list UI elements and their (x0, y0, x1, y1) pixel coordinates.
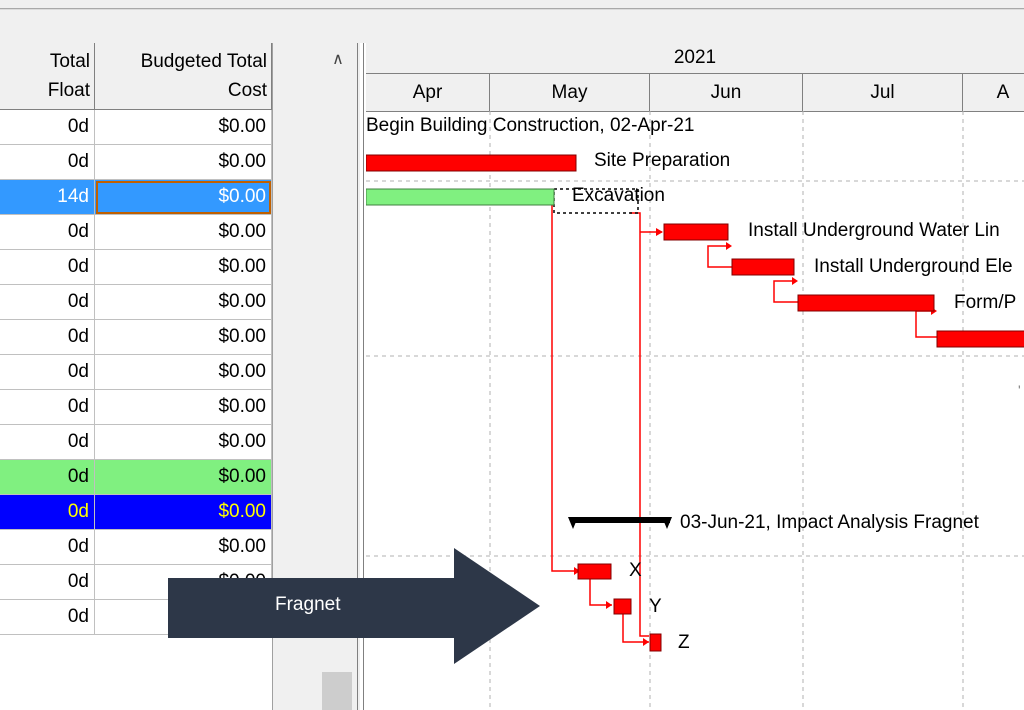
month-apr: Apr (366, 74, 490, 111)
svg-text:': ' (1018, 382, 1021, 398)
total-float-cell[interactable]: 0d (0, 215, 95, 250)
total-float-cell[interactable]: 0d (0, 530, 95, 565)
budgeted-cost-cell[interactable]: $0.00 (95, 110, 272, 145)
gantt-drawing: ' (366, 111, 1024, 710)
header-line2: Cost (227, 80, 267, 101)
header-line2: Float (47, 80, 90, 101)
total-float-cell[interactable]: 0d (0, 250, 95, 285)
total-float-cell[interactable]: 0d (0, 355, 95, 390)
site-preparation-label: Site Preparation (594, 150, 731, 171)
budgeted-cost-cell[interactable]: $0.00 (95, 425, 272, 460)
total-float-cell[interactable]: 0d (0, 425, 95, 460)
budgeted-cost-cell[interactable]: $0.00 (95, 320, 272, 355)
relationship-arrows (574, 228, 937, 646)
budgeted-cost-cell[interactable]: $0.00 (95, 285, 272, 320)
install-electric-label: Install Underground Ele (814, 256, 1013, 277)
toolbar-divider (0, 8, 1024, 9)
install-water-bar (663, 223, 729, 241)
x-bar (577, 563, 612, 580)
pane-divider[interactable] (357, 43, 358, 710)
total-float-cell[interactable]: 0d (0, 390, 95, 425)
month-jun: Jun (650, 74, 803, 111)
timescale-months: Apr May Jun Jul A (366, 74, 1024, 112)
budgeted-cost-cell[interactable]: $0.00 (95, 390, 272, 425)
site-preparation-bar (366, 154, 577, 172)
scrollbar-thumb[interactable] (322, 672, 352, 710)
budgeted-cost-cell[interactable]: $0.00 (95, 250, 272, 285)
fragnet-callout-label: Fragnet (275, 594, 341, 615)
budgeted-cost-cell[interactable]: $0.00 (95, 145, 272, 180)
pane-divider-inner (363, 43, 364, 710)
activity-z-label: Z (678, 632, 690, 653)
form-bar (797, 294, 935, 312)
header-line1: Budgeted Total (140, 51, 267, 72)
total-float-cell[interactable]: 0d (0, 600, 95, 635)
budgeted-cost-cell[interactable]: $0.00 (95, 495, 272, 530)
column-header-budgeted-total-cost[interactable]: Budgeted Total Cost (95, 43, 272, 110)
budgeted-cost-cell[interactable]: $0.00 (95, 355, 272, 390)
gantt-chart[interactable]: 2021 Apr May Jun Jul A (366, 43, 1024, 710)
chevron-up-icon[interactable]: ∧ (332, 51, 344, 68)
fragnet-summary-bar (572, 517, 670, 523)
column-header-total-float[interactable]: Total Float (0, 43, 95, 110)
timescale-year: 2021 (366, 43, 1024, 74)
header-line1: Total (49, 51, 90, 72)
next-activity-bar (936, 330, 1024, 348)
budgeted-cost-cell[interactable]: $0.00 (95, 460, 272, 495)
milestone-begin-label: Begin Building Construction, 02-Apr-21 (366, 115, 695, 136)
toolbar-divider-light (0, 9, 1024, 10)
activity-x-label: X (629, 560, 642, 581)
total-float-cell[interactable]: 0d (0, 460, 95, 495)
total-float-cell[interactable]: 0d (0, 145, 95, 180)
total-float-cell[interactable]: 0d (0, 320, 95, 355)
fragnet-callout-arrow (168, 548, 540, 664)
month-aug: A (996, 82, 1010, 103)
excavation-label: Excavation (572, 185, 665, 206)
total-float-cell[interactable]: 0d (0, 495, 95, 530)
activity-y-label: Y (649, 596, 662, 617)
budgeted-cost-cell[interactable]: $0.00 (95, 180, 272, 215)
fragnet-summary-label: 03-Jun-21, Impact Analysis Fragnet (680, 512, 979, 533)
budgeted-cost-cell[interactable]: $0.00 (95, 530, 272, 565)
excavation-bar (366, 188, 555, 206)
toolbar-area (0, 0, 1024, 43)
y-bar (613, 598, 632, 615)
z-bar (649, 633, 662, 652)
month-may: May (490, 74, 650, 111)
install-electric-bar (731, 258, 795, 276)
total-float-cell[interactable]: 0d (0, 110, 95, 145)
install-water-label: Install Underground Water Lin (748, 220, 1000, 241)
total-float-cell[interactable]: 0d (0, 565, 95, 600)
gantt-gridlines (366, 111, 1024, 710)
month-jul: Jul (803, 74, 963, 111)
budgeted-cost-cell[interactable]: $0.00 (95, 215, 272, 250)
total-float-cell[interactable]: 0d (0, 285, 95, 320)
form-label: Form/P (954, 292, 1017, 313)
total-float-cell[interactable]: 14d (0, 180, 95, 215)
